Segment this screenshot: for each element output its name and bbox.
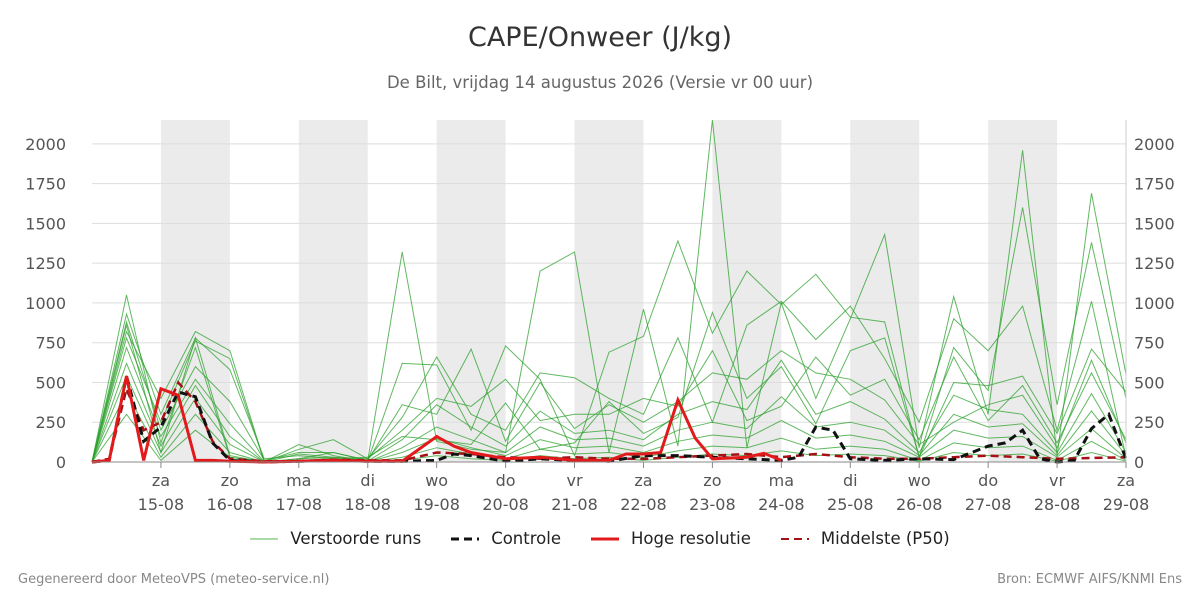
x-tick-date-20-08: 20-08 [482, 495, 529, 514]
x-tick-date-18-08: 18-08 [344, 495, 391, 514]
x-tick-date-27-08: 27-08 [965, 495, 1012, 514]
y-tick-left-1000: 1000 [25, 294, 66, 313]
control-line [91, 375, 1128, 464]
x-tick-day-23-08: zo [703, 471, 721, 490]
x-tick-date-25-08: 25-08 [827, 495, 874, 514]
footer-generator: Gegenereerd door MeteoVPS (meteo-service… [18, 572, 330, 587]
x-tick-day-18-08: di [360, 471, 375, 490]
x-tick-day-19-08: wo [425, 471, 448, 490]
y-tick-right-1750: 1750 [1134, 175, 1175, 194]
x-tick-date-28-08: 28-08 [1034, 495, 1081, 514]
y-tick-left-750: 750 [35, 334, 66, 353]
highres-line [91, 375, 782, 464]
x-tick-day-29-08: za [1117, 471, 1135, 490]
x-tick-day-16-08: zo [221, 471, 239, 490]
x-tick-date-22-08: 22-08 [620, 495, 667, 514]
legend-swatch-control [451, 537, 480, 540]
y-tick-left-1500: 1500 [25, 214, 66, 233]
x-tick-date-19-08: 19-08 [413, 495, 460, 514]
weekend-band-3 [574, 120, 644, 462]
legend-swatch-highres [590, 537, 619, 540]
x-tick-date-21-08: 21-08 [551, 495, 598, 514]
weekend-band-6 [988, 120, 1058, 462]
legend-label-highres: Hoge resolutie [630, 529, 751, 548]
footer-source: Bron: ECMWF AIFS/KNMI Ens [997, 572, 1182, 587]
legend-item-highres: Hoge resolutie [590, 529, 751, 548]
legend-label-median: Middelste (P50) [820, 529, 950, 548]
x-tick-date-24-08: 24-08 [758, 495, 805, 514]
x-tick-day-28-08: vr [1049, 471, 1065, 490]
x-tick-day-17-08: ma [286, 471, 311, 490]
ensemble-line-3 [91, 311, 1127, 463]
weekend-band-2 [436, 120, 506, 462]
weekend-band-0 [160, 120, 230, 462]
median-line [91, 380, 1127, 464]
weekend-bands [160, 120, 1058, 462]
x-tick-date-23-08: 23-08 [689, 495, 736, 514]
x-tick-day-15-08: za [152, 471, 170, 490]
legend: Verstoorde runs Controle Hoge resolutie … [0, 529, 1200, 548]
tick-labels: 0 0 250 250 500 500 750 750 1000 1000 1250 1250 1500… [25, 135, 1174, 514]
legend-label-ensemble: Verstoorde runs [290, 529, 422, 548]
x-tick-date-17-08: 17-08 [276, 495, 323, 514]
axes [92, 120, 1127, 468]
x-tick-date-26-08: 26-08 [896, 495, 943, 514]
y-tick-left-2000: 2000 [25, 135, 66, 154]
y-tick-right-250: 250 [1134, 413, 1165, 432]
x-tick-day-26-08: wo [908, 471, 931, 490]
y-tick-left-500: 500 [35, 373, 66, 392]
chart-title: CAPE/Onweer (J/kg) [467, 22, 732, 53]
y-tick-left-0: 0 [56, 453, 66, 472]
y-tick-left-1250: 1250 [25, 254, 66, 273]
y-tick-right-1250: 1250 [1134, 254, 1175, 273]
x-tick-day-22-08: za [634, 471, 652, 490]
x-tick-day-27-08: do [978, 471, 998, 490]
y-tick-left-1750: 1750 [25, 175, 66, 194]
x-tick-day-20-08: do [496, 471, 516, 490]
legend-item-control: Controle [451, 529, 561, 548]
y-tick-right-1500: 1500 [1134, 214, 1175, 233]
legend-swatch-median [780, 537, 809, 540]
weekend-band-1 [298, 120, 368, 462]
y-tick-right-1000: 1000 [1134, 294, 1175, 313]
weekend-band-4 [712, 120, 782, 462]
y-tick-right-500: 500 [1134, 373, 1165, 392]
x-tick-date-16-08: 16-08 [207, 495, 254, 514]
y-tick-right-750: 750 [1134, 334, 1165, 353]
x-tick-date-29-08: 29-08 [1103, 495, 1150, 514]
legend-label-control: Controle [491, 529, 561, 548]
chart-subtitle: De Bilt, vrijdag 14 augustus 2026 (Versi… [386, 73, 814, 92]
y-tick-right-0: 0 [1134, 453, 1144, 472]
main-lines [91, 375, 1128, 464]
y-tick-right-2000: 2000 [1134, 135, 1175, 154]
ensemble-line-4 [91, 320, 1127, 463]
legend-item-ensemble: Verstoorde runs [250, 529, 421, 548]
x-tick-day-25-08: di [843, 471, 858, 490]
x-tick-day-24-08: ma [769, 471, 794, 490]
weekend-band-5 [850, 120, 920, 462]
x-tick-date-15-08: 15-08 [138, 495, 185, 514]
legend-item-median: Middelste (P50) [780, 529, 950, 548]
x-tick-day-21-08: vr [567, 471, 583, 490]
y-tick-left-250: 250 [35, 413, 66, 432]
legend-swatch-ensemble [250, 538, 279, 539]
